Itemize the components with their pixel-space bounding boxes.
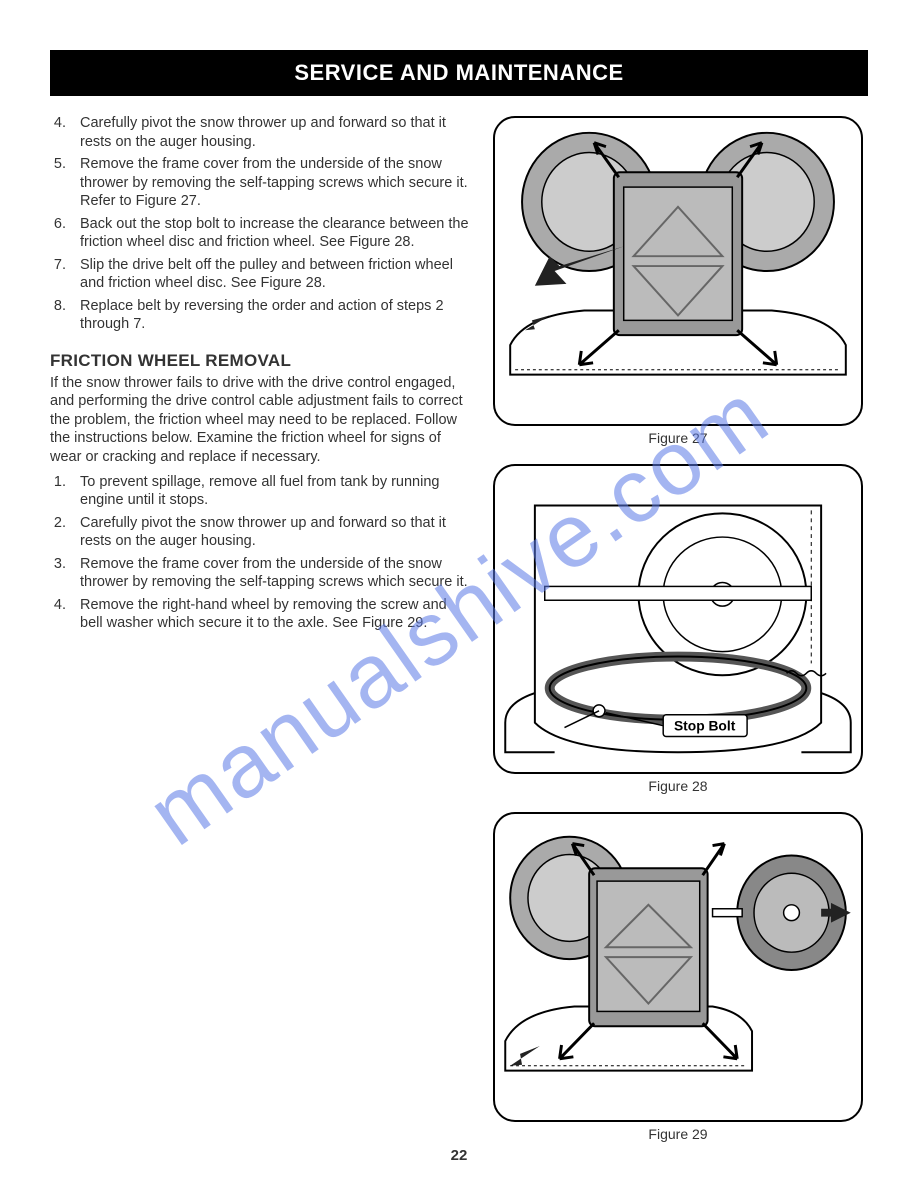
step-number: 6. [50, 215, 66, 252]
step-text: Remove the right-hand wheel by removing … [80, 596, 470, 633]
manual-page: SERVICE AND MAINTENANCE manualshive.com … [0, 0, 918, 1182]
step-item: 6. Back out the stop bolt to increase the… [50, 215, 470, 252]
step-number: 4. [50, 596, 66, 633]
step-list-1: 4. Carefully pivot the snow thrower up an… [50, 114, 470, 334]
step-text: Back out the stop bolt to increase the c… [80, 215, 470, 252]
step-item: 8. Replace belt by reversing the order an… [50, 297, 470, 334]
figure-28-svg: Stop Bolt [493, 464, 863, 774]
right-column: Figure 27 [488, 114, 868, 1142]
step-number: 8. [50, 297, 66, 334]
figure-27: Figure 27 [488, 116, 868, 446]
figure-29-svg [493, 812, 863, 1122]
step-item: 1. To prevent spillage, remove all fuel f… [50, 473, 470, 510]
step-text: Carefully pivot the snow thrower up and … [80, 514, 470, 551]
step-text: Replace belt by reversing the order and … [80, 297, 470, 334]
step-number: 4. [50, 114, 66, 151]
step-list-2: 1. To prevent spillage, remove all fuel f… [50, 473, 470, 633]
figure-27-svg [493, 116, 863, 426]
figure-29-caption: Figure 29 [648, 1126, 707, 1142]
figure-28-caption: Figure 28 [648, 778, 707, 794]
step-number: 2. [50, 514, 66, 551]
section-title: FRICTION WHEEL REMOVAL [50, 350, 470, 372]
step-item: 4. Carefully pivot the snow thrower up an… [50, 114, 470, 151]
step-number: 7. [50, 256, 66, 293]
step-item: 2. Carefully pivot the snow thrower up an… [50, 514, 470, 551]
figure-29: Figure 29 [488, 812, 868, 1142]
page-number: 22 [0, 1147, 918, 1164]
step-text: Slip the drive belt off the pulley and b… [80, 256, 470, 293]
step-item: 7. Slip the drive belt off the pulley and… [50, 256, 470, 293]
step-item: 5.Remove the frame cover from the unders… [50, 155, 470, 211]
step-number: 3. [50, 555, 66, 592]
content-columns: 4. Carefully pivot the snow thrower up an… [50, 114, 868, 1142]
step-number: 5. [50, 155, 66, 211]
step-item: 3. Remove the frame cover from the unders… [50, 555, 470, 592]
section-intro: If the snow thrower fails to drive with … [50, 374, 470, 467]
left-column: 4. Carefully pivot the snow thrower up an… [50, 114, 470, 1142]
stop-bolt-label: Stop Bolt [674, 718, 736, 734]
step-text: Carefully pivot the snow thrower up and … [80, 114, 470, 151]
page-header: SERVICE AND MAINTENANCE [50, 50, 868, 96]
figure-28: Stop Bolt Figure 28 [488, 464, 868, 794]
step-item: 4. Remove the right-hand wheel by removin… [50, 596, 470, 633]
step-text: Remove the frame cover from the undersid… [80, 155, 470, 211]
step-text: Remove the frame cover from the undersid… [80, 555, 470, 592]
step-number: 1. [50, 473, 66, 510]
figure-27-caption: Figure 27 [648, 430, 707, 446]
step-text: To prevent spillage, remove all fuel fro… [80, 473, 470, 510]
